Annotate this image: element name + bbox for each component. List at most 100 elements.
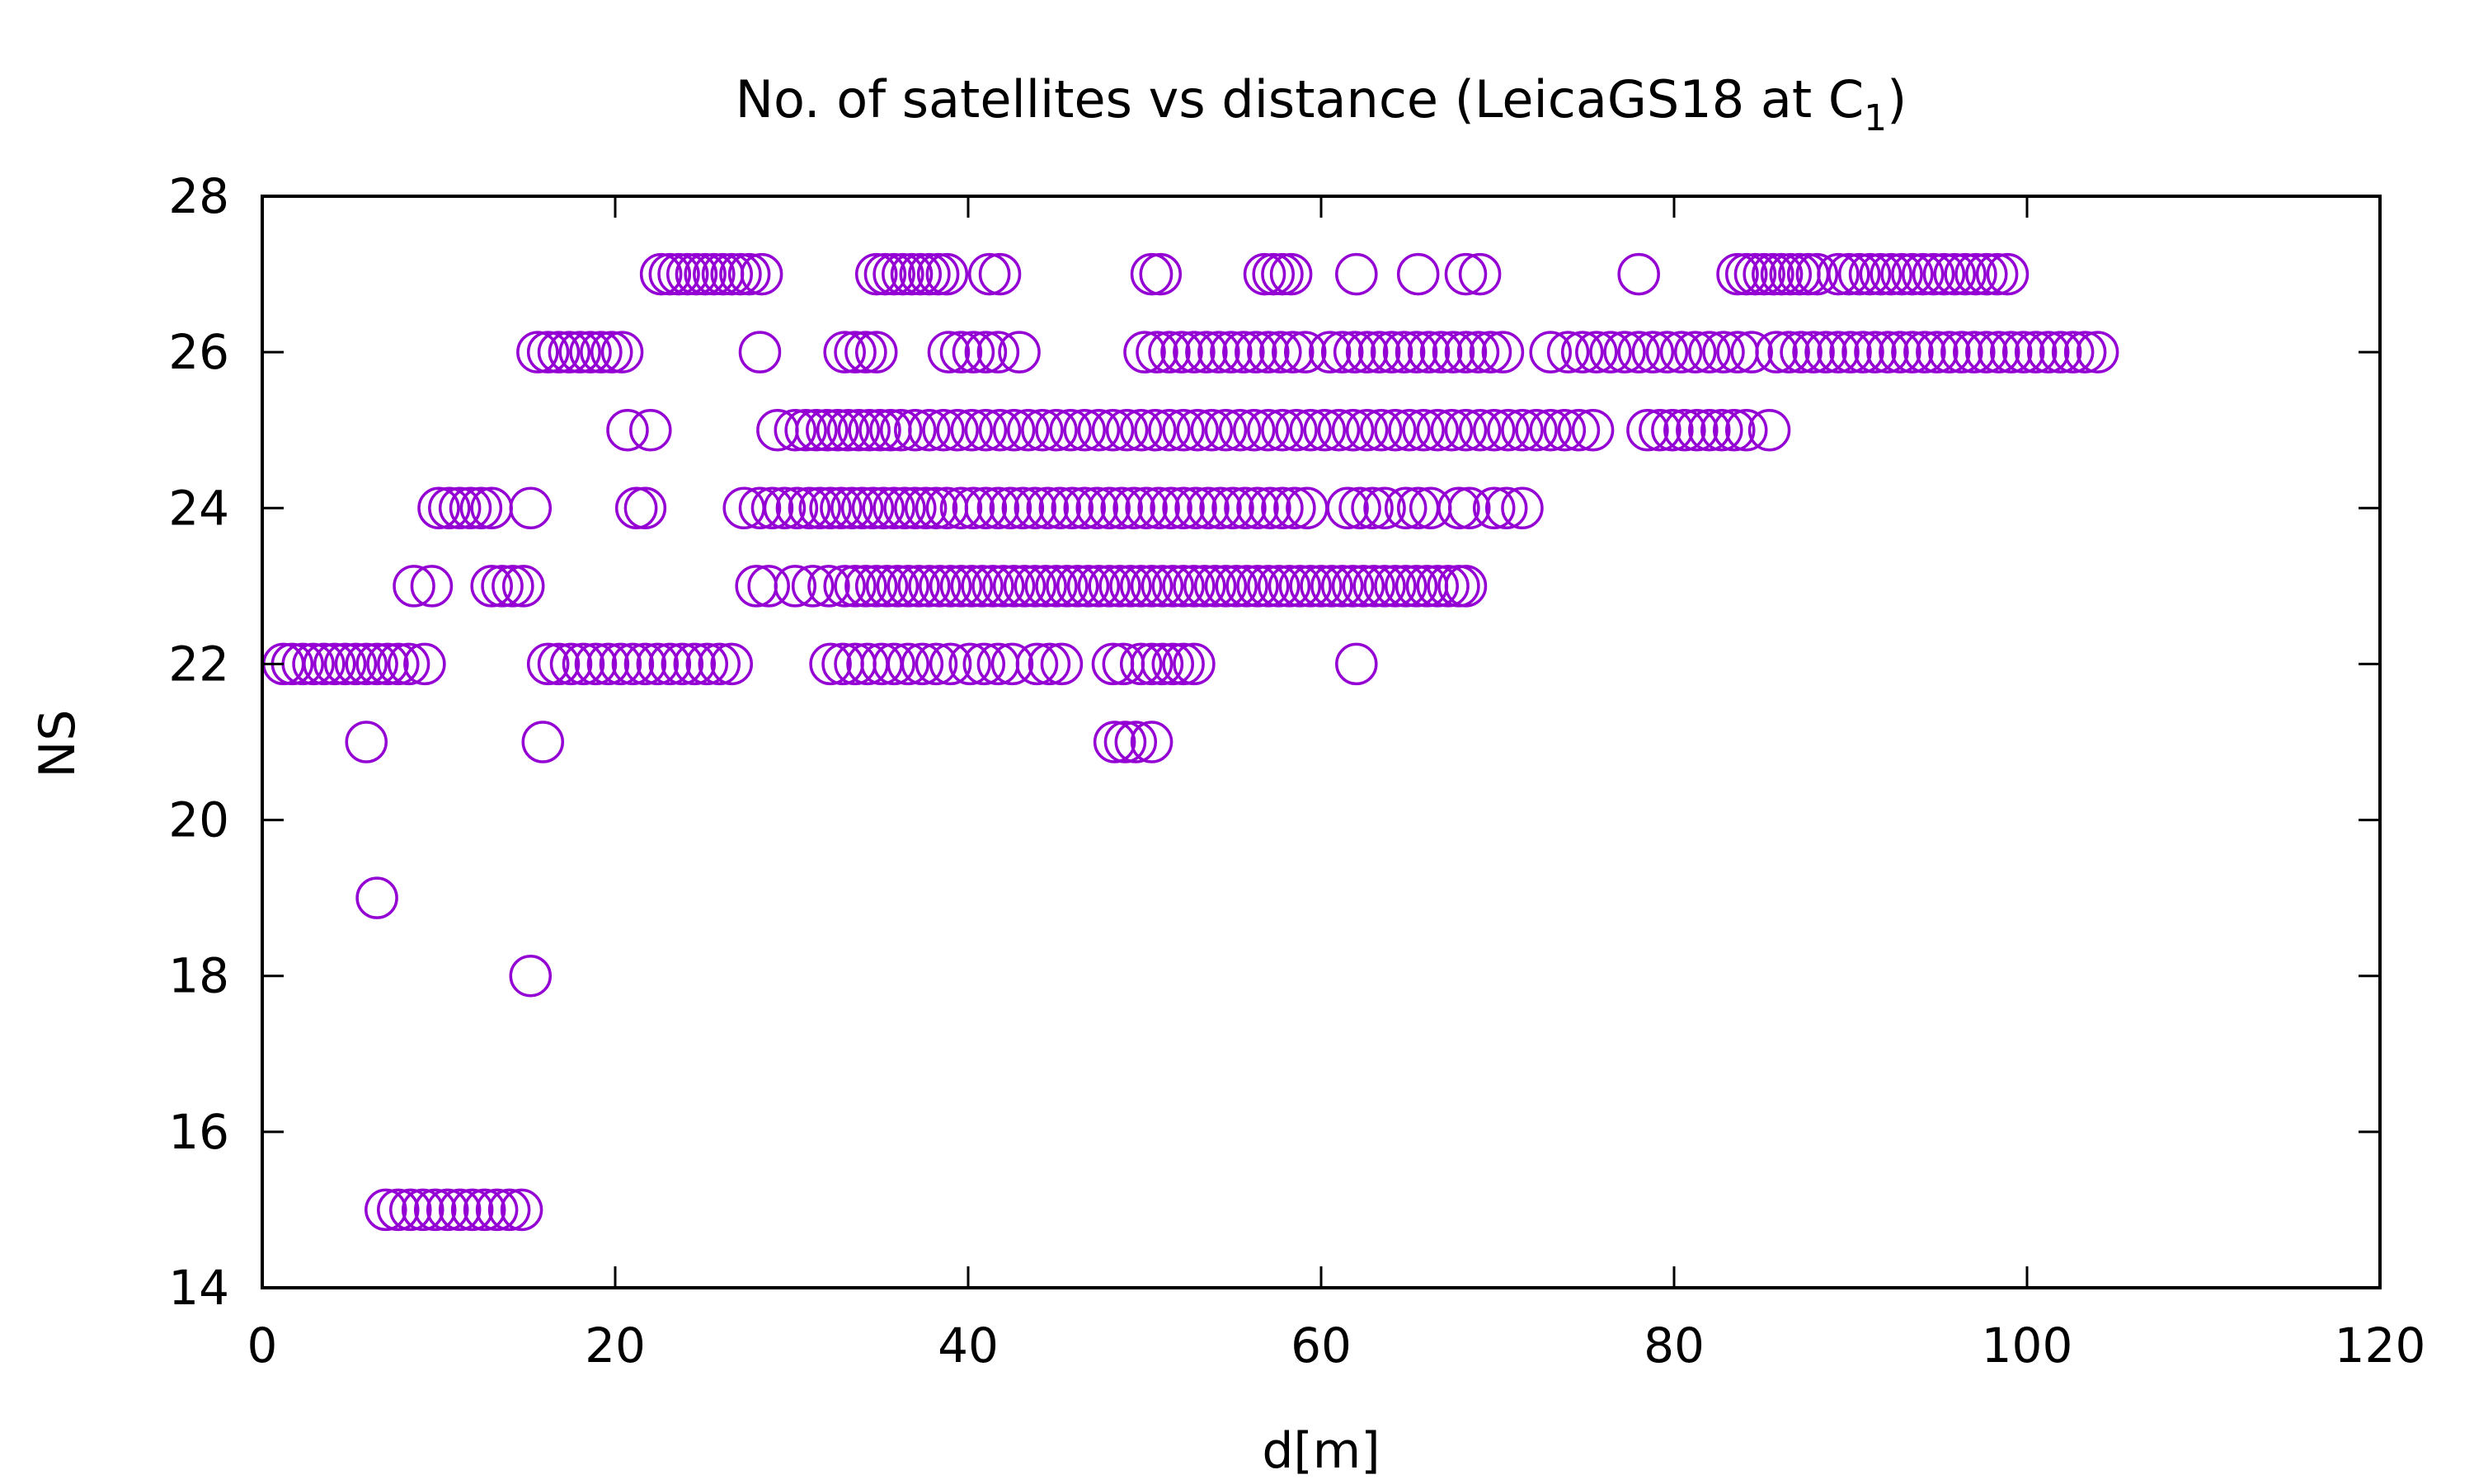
data-point: [1193, 565, 1237, 608]
data-point: [1427, 565, 1470, 608]
data-point: [1778, 252, 1821, 296]
data-point: [389, 1188, 432, 1232]
data-point: [710, 252, 753, 296]
data-point: [1098, 565, 1141, 608]
data-point: [1363, 565, 1406, 608]
data-point: [1912, 252, 1955, 296]
data-point: [897, 565, 940, 608]
data-point: [611, 642, 655, 686]
data-point: [1879, 331, 1921, 373]
x-tick-label: 120: [2335, 1317, 2426, 1374]
data-point: [854, 565, 898, 608]
data-point: [521, 721, 565, 763]
data-point: [1817, 331, 1860, 373]
data-point: [1432, 331, 1475, 373]
data-point: [1944, 252, 1987, 296]
data-point: [1659, 331, 1703, 373]
data-point: [1837, 252, 1881, 296]
data-point: [1360, 408, 1403, 452]
data-point: [1419, 331, 1463, 373]
data-point: [1416, 408, 1459, 452]
data-point: [1197, 331, 1240, 373]
data-point: [1257, 565, 1300, 608]
data-point: [1077, 408, 1121, 452]
data-point: [1331, 565, 1375, 608]
data-point: [976, 486, 1020, 530]
data-point: [784, 408, 827, 452]
data-point: [1543, 408, 1587, 452]
data-point: [1130, 565, 1174, 608]
data-point: [549, 642, 593, 686]
data-point: [1448, 486, 1491, 530]
data-point: [487, 1188, 531, 1232]
data-point: [569, 331, 612, 373]
data-point: [1395, 331, 1438, 373]
data-point: [908, 252, 951, 296]
data-point: [438, 1188, 482, 1232]
data-point: [449, 486, 492, 530]
data-point: [774, 408, 817, 452]
data-point: [950, 565, 994, 608]
data-point: [1335, 642, 1378, 686]
data-point: [1075, 486, 1118, 530]
data-point: [1066, 565, 1110, 608]
data-point: [887, 642, 929, 686]
data-point: [1940, 331, 1983, 373]
data-point: [952, 486, 995, 530]
data-point: [1752, 252, 1794, 296]
data-point: [862, 486, 905, 530]
data-point: [1384, 565, 1427, 608]
data-point: [323, 642, 367, 686]
data-point: [1300, 565, 1343, 608]
data-point: [1472, 486, 1516, 530]
chart-title-suffix: ): [1887, 69, 1907, 129]
data-point: [1103, 721, 1147, 763]
data-point: [463, 1188, 506, 1232]
data-point: [1051, 486, 1094, 530]
data-point: [684, 252, 727, 296]
data-point: [1139, 252, 1183, 296]
data-point: [863, 252, 907, 296]
data-point: [922, 408, 965, 452]
data-point: [599, 642, 642, 686]
data-point: [998, 331, 1041, 373]
data-point: [1402, 408, 1445, 452]
data-point: [1456, 331, 1500, 373]
data-point: [1112, 486, 1155, 530]
data-point: [1105, 408, 1149, 452]
data-point: [481, 565, 524, 608]
y-tick-label: 14: [168, 1260, 229, 1316]
data-point: [500, 1188, 543, 1232]
data-point: [377, 1188, 420, 1232]
data-point: [1760, 252, 1804, 296]
data-point: [1320, 565, 1364, 608]
data-point: [1134, 408, 1177, 452]
data-point: [788, 486, 831, 530]
data-point: [1056, 565, 1099, 608]
data-point: [939, 565, 983, 608]
data-point: [883, 486, 926, 530]
data-point: [2039, 331, 2082, 373]
data-point: [1049, 408, 1092, 452]
data-point: [292, 642, 335, 686]
data-point: [1645, 331, 1689, 373]
data-point: [750, 486, 794, 530]
data-point: [377, 642, 420, 686]
axes: 0 20 40 60 80 100 120 14 16 18 20 22 24 26 28: [168, 168, 2425, 1374]
chart-title: No. of satellites vs distance (LeicaGS18…: [736, 69, 1907, 139]
data-point: [1210, 331, 1253, 373]
data-point: [1141, 642, 1184, 686]
data-point: [1755, 331, 1798, 373]
data-point: [1444, 408, 1488, 452]
y-axis-label: NS: [29, 710, 87, 778]
data-point: [2076, 331, 2119, 373]
data-point: [840, 486, 884, 530]
x-tick-label: 0: [247, 1317, 278, 1374]
data-point: [1063, 408, 1106, 452]
data-point: [1676, 408, 1719, 452]
data-point: [1841, 331, 1884, 373]
data-point: [925, 252, 969, 296]
data-point: [1444, 565, 1488, 608]
data-point: [830, 486, 873, 530]
